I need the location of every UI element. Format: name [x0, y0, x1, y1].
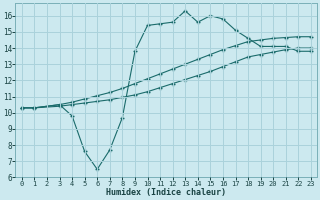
X-axis label: Humidex (Indice chaleur): Humidex (Indice chaleur) [106, 188, 226, 197]
